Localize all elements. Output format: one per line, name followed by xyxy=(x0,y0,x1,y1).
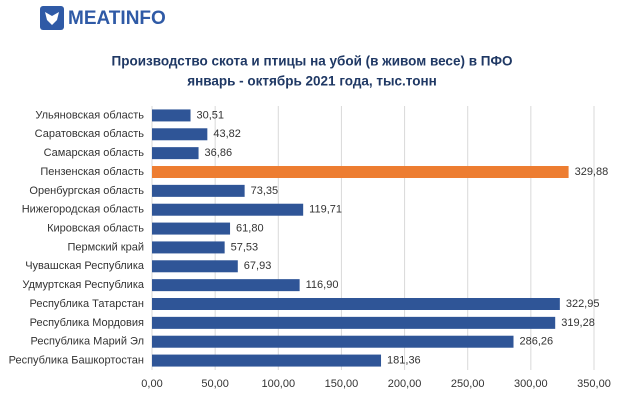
x-tick-label: 100,00 xyxy=(261,378,295,390)
y-tick-label: Саратовская область xyxy=(35,128,145,140)
y-tick-label: Республика Марий Эл xyxy=(31,336,144,348)
y-tick-label: Республика Мордовия xyxy=(30,317,144,329)
y-tick-label: Пермский край xyxy=(67,241,144,253)
chart-title: Производство скота и птицы на убой (в жи… xyxy=(112,54,513,69)
y-tick-label: Удмуртская Республика xyxy=(22,279,145,291)
value-label: 57,53 xyxy=(231,241,259,253)
y-tick-label: Республика Татарстан xyxy=(29,298,144,310)
bar xyxy=(152,222,231,235)
logo-text: MEATINFO xyxy=(68,8,166,29)
bar xyxy=(152,316,556,329)
chart-subtitle: январь - октябрь 2021 года, тыс.тонн xyxy=(187,74,437,89)
y-tick-label: Кировская область xyxy=(47,222,144,234)
value-label: 119,71 xyxy=(309,204,342,216)
bar xyxy=(152,335,514,348)
x-tick-label: 50,00 xyxy=(201,378,229,390)
value-label: 116,90 xyxy=(306,279,339,291)
value-label: 30,51 xyxy=(197,109,225,121)
x-tick-label: 150,00 xyxy=(325,378,359,390)
bar xyxy=(152,260,238,273)
x-tick-label: 0,00 xyxy=(141,378,162,390)
bar xyxy=(152,298,560,310)
bar xyxy=(152,166,569,178)
bar xyxy=(152,128,208,141)
value-label: 67,93 xyxy=(244,260,272,272)
bar xyxy=(152,147,199,160)
value-label: 319,28 xyxy=(561,317,595,329)
value-label: 43,82 xyxy=(213,128,241,140)
value-label: 322,95 xyxy=(566,298,600,310)
x-tick-label: 350,00 xyxy=(577,378,611,390)
x-tick-label: 300,00 xyxy=(514,378,548,390)
y-tick-label: Ульяновская область xyxy=(35,109,144,121)
bar xyxy=(152,109,191,122)
y-tick-label: Оренбургская область xyxy=(29,185,144,197)
y-tick-label: Пензенская область xyxy=(40,166,144,178)
bar xyxy=(152,354,382,367)
y-tick-label: Нижегородская область xyxy=(22,204,145,216)
bar xyxy=(152,203,304,216)
value-label: 73,35 xyxy=(251,185,279,197)
value-label: 36,86 xyxy=(205,147,233,159)
value-label: 181,36 xyxy=(387,354,421,366)
x-tick-label: 250,00 xyxy=(451,378,485,390)
logo-bull xyxy=(45,12,59,25)
bar xyxy=(152,241,225,254)
value-label: 286,26 xyxy=(520,336,554,348)
x-tick-label: 200,00 xyxy=(388,378,422,390)
value-label: 329,88 xyxy=(575,166,609,178)
bar xyxy=(152,279,300,292)
value-label: 61,80 xyxy=(236,222,264,234)
bar xyxy=(152,184,245,197)
y-tick-label: Чувашская Республика xyxy=(25,260,145,272)
y-tick-label: Самарская область xyxy=(44,147,145,159)
y-tick-label: Республика Башкортостан xyxy=(9,354,144,366)
